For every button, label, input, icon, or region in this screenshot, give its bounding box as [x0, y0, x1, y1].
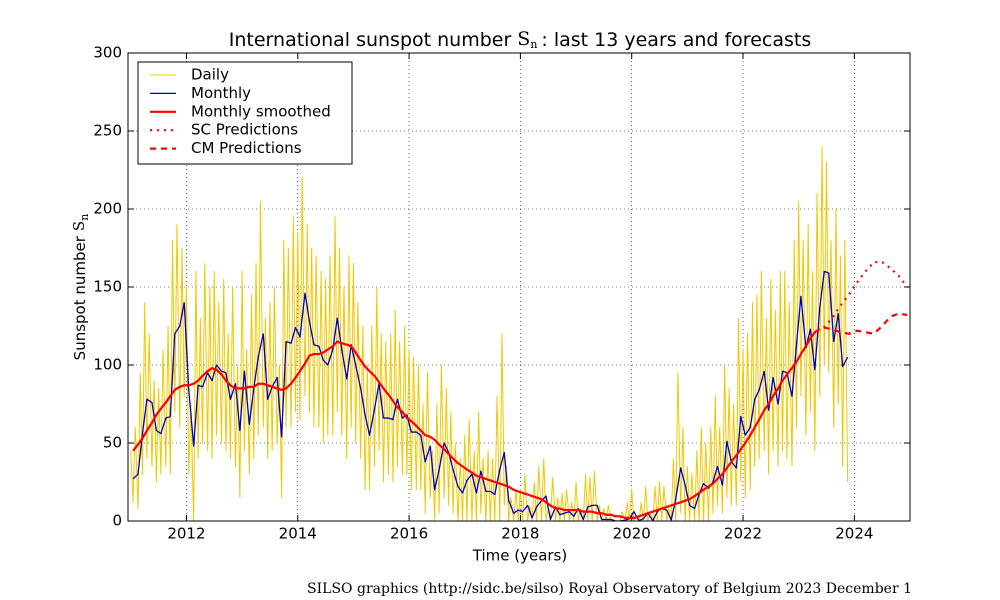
y-tick-label: 250: [93, 122, 122, 140]
series-line: [130, 146, 849, 521]
x-tick-label: 2014: [279, 525, 317, 543]
y-tick-label: 300: [93, 44, 122, 62]
x-tick-label: 2022: [724, 525, 762, 543]
series-line: [822, 260, 909, 329]
legend-label: Monthly: [191, 84, 251, 102]
y-tick-label: 50: [103, 434, 122, 452]
x-tick-label: 2018: [501, 525, 539, 543]
y-tick-label: 200: [93, 200, 122, 218]
series-line: [132, 328, 821, 519]
series-line: [132, 270, 849, 521]
legend-label: Monthly smoothed: [191, 102, 331, 120]
legend-label: Daily: [191, 66, 229, 84]
title-suffix: : last 13 years and forecasts: [541, 29, 811, 51]
x-axis-label: Time (years): [472, 547, 567, 565]
plot-lines: [130, 146, 909, 521]
title-subscript: n: [530, 38, 537, 51]
x-tick-label: 2016: [390, 525, 428, 543]
title-text: International sunspot number: [229, 29, 512, 51]
x-tick-label: 2012: [167, 525, 205, 543]
ticks: 0 50 100 150 200 250 300 2012 2014 2016 2018 2020 20…: [93, 44, 910, 543]
y-tick-label: 100: [93, 356, 122, 374]
series-line: [823, 312, 908, 335]
y-tick-label: 0: [112, 512, 122, 530]
legend-label: CM Predictions: [191, 139, 302, 157]
legend-label: SC Predictions: [191, 121, 298, 139]
x-tick-label: 2020: [613, 525, 651, 543]
legend-box: [137, 61, 353, 165]
chart-title: International sunspot number Sn : last 13 …: [229, 28, 811, 51]
x-tick-label: 2024: [835, 525, 873, 543]
y-axis-label: Sunspot number Sn: [70, 214, 91, 361]
footer: SILSO graphics (http://sidc.be/silso) Ro…: [307, 581, 912, 597]
y-tick-label: 150: [93, 278, 122, 296]
y-label-subscript: n: [78, 214, 91, 221]
y-label-text: Sunspot number: [71, 235, 89, 360]
title-symbol: S: [517, 28, 530, 50]
y-label-symbol: S: [70, 221, 88, 231]
